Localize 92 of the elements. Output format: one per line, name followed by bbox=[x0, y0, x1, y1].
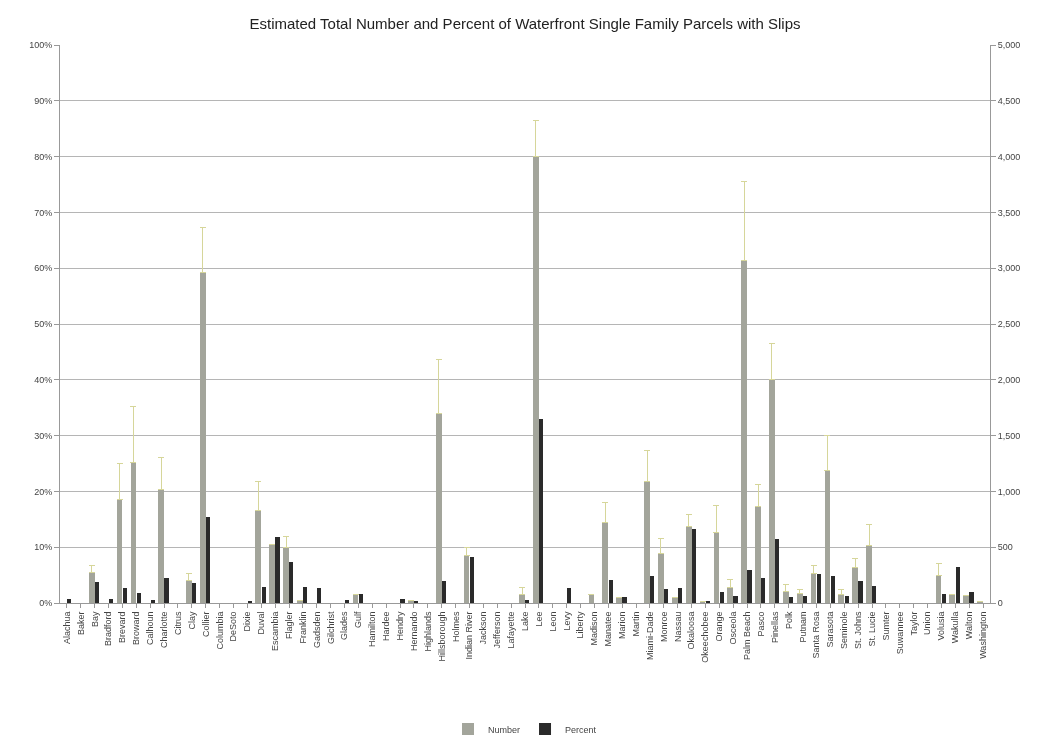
y-tick-label: 80% bbox=[34, 151, 53, 162]
y2-tick-label: 2,500 bbox=[997, 319, 1021, 330]
x-tick-label: Hamilton bbox=[367, 611, 378, 648]
x-tick-label: Brevard bbox=[117, 611, 128, 644]
x-tick-label: Franklin bbox=[297, 611, 308, 644]
y-tick-label: 50% bbox=[34, 319, 53, 330]
x-tick-label: Jackson bbox=[478, 611, 489, 645]
y2-tick-label: 2,000 bbox=[997, 374, 1021, 385]
x-tick-label: Madison bbox=[589, 611, 600, 646]
y-tick-label: 40% bbox=[34, 374, 53, 385]
x-tick-label: Hardee bbox=[381, 611, 392, 642]
x-tick-label: Hendry bbox=[394, 611, 405, 641]
x-tick-label: Taylor bbox=[908, 611, 919, 636]
x-tick-label: Okeechobee bbox=[700, 611, 711, 663]
x-tick-label: Miami-Dade bbox=[644, 611, 655, 661]
x-tick-label: Seminole bbox=[839, 611, 850, 650]
x-tick-label: Baker bbox=[75, 611, 86, 636]
x-tick-label: Alachua bbox=[61, 611, 72, 645]
x-tick-label: Escambia bbox=[270, 611, 281, 652]
x-tick-label: Glades bbox=[339, 611, 350, 641]
x-tick-label: Okaloosa bbox=[686, 611, 697, 650]
x-tick-label: Martin bbox=[630, 611, 641, 637]
x-tick-label: Santa Rosa bbox=[811, 611, 822, 659]
x-tick-label: Lafayette bbox=[506, 611, 517, 649]
x-tick-label: Lake bbox=[519, 611, 530, 632]
y-tick-label: 70% bbox=[34, 207, 53, 218]
x-tick-label: Lee bbox=[533, 611, 544, 627]
x-tick-label: Gulf bbox=[353, 611, 364, 629]
x-tick-label: Polk bbox=[783, 611, 794, 630]
x-tick-label: Osceola bbox=[728, 611, 739, 645]
y-tick-label: 0% bbox=[39, 598, 53, 609]
x-tick-label: Palm Beach bbox=[742, 611, 753, 661]
x-tick-label: Volusia bbox=[936, 611, 947, 641]
x-tick-label: Sarasota bbox=[825, 611, 836, 648]
chart-title: Estimated Total Number and Percent of Waterfront Single Family Parcels with Slips bbox=[249, 15, 801, 33]
legend-label: Percent bbox=[565, 724, 597, 735]
y-tick-label: 90% bbox=[34, 95, 53, 106]
x-tick-label: Hillsborough bbox=[436, 611, 447, 662]
y2-tick-label: 500 bbox=[997, 542, 1013, 553]
x-tick-label: Citrus bbox=[172, 611, 183, 636]
x-tick-label: Monroe bbox=[658, 611, 669, 643]
x-tick-label: Leon bbox=[547, 611, 558, 632]
x-tick-label: Manatee bbox=[603, 611, 614, 647]
x-tick-label: Bay bbox=[89, 611, 100, 628]
y-tick-label: 10% bbox=[34, 542, 53, 553]
x-tick-label: Levy bbox=[561, 611, 572, 631]
x-tick-label: Dixie bbox=[242, 611, 253, 632]
y-tick-label: 30% bbox=[34, 430, 53, 441]
x-tick-label: Putnam bbox=[797, 611, 808, 643]
x-tick-label: Suwannee bbox=[894, 611, 905, 655]
x-tick-label: Liberty bbox=[575, 611, 586, 639]
x-tick-label: St. Lucie bbox=[866, 611, 877, 647]
y2-tick-label: 0 bbox=[997, 598, 1003, 609]
x-tick-label: DeSoto bbox=[228, 611, 239, 642]
x-tick-label: Wakulla bbox=[950, 611, 961, 644]
y2-tick-label: 3,000 bbox=[997, 263, 1021, 274]
y-tick-label: 20% bbox=[34, 486, 53, 497]
x-tick-label: Pasco bbox=[755, 611, 766, 637]
x-tick-label: Marion bbox=[617, 611, 628, 640]
y2-tick-label: 1,500 bbox=[997, 430, 1021, 441]
y-tick-label: 100% bbox=[29, 40, 53, 51]
x-tick-label: Jefferson bbox=[492, 611, 503, 649]
x-tick-label: Holmes bbox=[450, 611, 461, 643]
y2-tick-label: 3,500 bbox=[997, 207, 1021, 218]
y2-tick-label: 5,000 bbox=[997, 40, 1021, 51]
x-tick-label: Washington bbox=[977, 611, 988, 659]
x-tick-label: Indian River bbox=[464, 611, 475, 660]
x-tick-label: Highlands bbox=[422, 611, 433, 652]
x-tick-label: Calhoun bbox=[145, 611, 156, 646]
y-tick-label: 60% bbox=[34, 263, 53, 274]
x-tick-label: Bradford bbox=[103, 611, 114, 647]
x-tick-label: Charlotte bbox=[159, 611, 170, 649]
x-tick-label: Columbia bbox=[214, 611, 225, 650]
x-tick-label: Hernando bbox=[408, 611, 419, 652]
x-tick-label: Gilchrist bbox=[325, 611, 336, 645]
x-tick-label: Pinellas bbox=[769, 611, 780, 644]
x-tick-label: Sumter bbox=[880, 611, 891, 641]
x-tick-label: Nassau bbox=[672, 611, 683, 643]
x-tick-label: Duval bbox=[256, 611, 267, 635]
x-tick-label: St. Johns bbox=[853, 611, 864, 650]
y2-tick-label: 4,500 bbox=[997, 95, 1021, 106]
x-tick-label: Gadsden bbox=[311, 611, 322, 649]
y2-tick-label: 1,000 bbox=[997, 486, 1021, 497]
x-tick-label: Walton bbox=[964, 611, 975, 640]
x-tick-label: Broward bbox=[131, 611, 142, 646]
x-tick-label: Orange bbox=[714, 611, 725, 642]
x-tick-label: Clay bbox=[186, 611, 197, 630]
x-tick-label: Collier bbox=[200, 611, 211, 638]
legend-label: Number bbox=[488, 724, 521, 735]
y2-tick-label: 4,000 bbox=[997, 151, 1021, 162]
x-tick-label: Flagler bbox=[283, 611, 294, 640]
x-tick-label: Union bbox=[922, 611, 933, 636]
